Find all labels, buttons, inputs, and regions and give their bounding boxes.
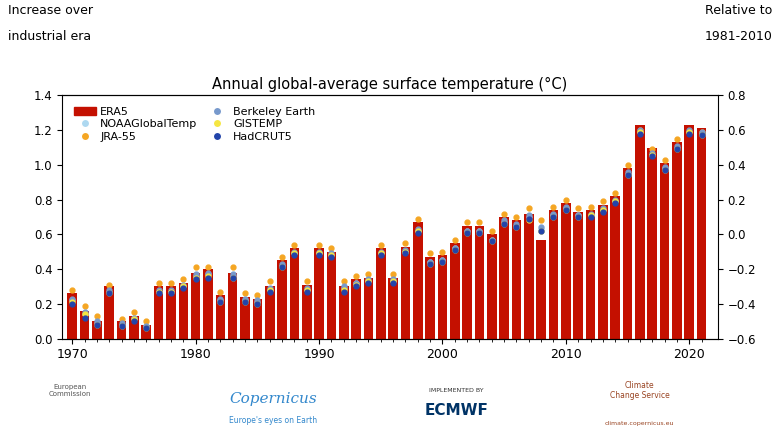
Bar [277, 260, 287, 339]
Bar [660, 163, 669, 339]
Bar [314, 248, 324, 339]
Text: climate.copernicus.eu: climate.copernicus.eu [604, 421, 675, 426]
Text: ECMWF: ECMWF [424, 403, 488, 418]
Legend: ERA5, NOAAGlobalTemp, JRA-55, Berkeley Earth, GISTEMP, HadCRUT5: ERA5, NOAAGlobalTemp, JRA-55, Berkeley E… [68, 101, 321, 148]
Bar [215, 295, 225, 339]
Bar [635, 125, 645, 339]
Title: Annual global-average surface temperature (°C): Annual global-average surface temperatur… [212, 76, 568, 92]
Bar [622, 168, 633, 339]
Bar [289, 248, 300, 339]
Text: Climate
Change Service: Climate Change Service [610, 381, 669, 400]
Bar [561, 203, 571, 339]
Bar [339, 286, 349, 339]
Bar [154, 286, 164, 339]
Bar [611, 196, 620, 339]
Bar [413, 222, 423, 339]
Bar [240, 297, 250, 339]
Bar [351, 279, 361, 339]
Bar [586, 210, 595, 339]
Bar [203, 269, 213, 339]
Bar [265, 286, 275, 339]
Bar [524, 214, 534, 339]
Bar [228, 273, 237, 339]
Bar [376, 248, 385, 339]
Bar [92, 321, 101, 339]
Text: IMPLEMENTED BY: IMPLEMENTED BY [429, 388, 484, 393]
Bar [450, 243, 459, 339]
Bar [475, 226, 484, 339]
Text: Relative to: Relative to [705, 4, 772, 17]
Bar [573, 212, 583, 339]
Bar [166, 286, 176, 339]
Bar [487, 234, 497, 339]
Bar [363, 278, 373, 339]
Bar [179, 283, 188, 339]
Bar [425, 257, 435, 339]
Bar [697, 128, 707, 339]
Bar [647, 148, 657, 339]
Bar [672, 142, 682, 339]
Bar [537, 240, 546, 339]
Bar [388, 278, 398, 339]
Text: Copernicus: Copernicus [229, 392, 317, 406]
Bar [401, 247, 410, 339]
Bar [598, 205, 608, 339]
Text: Increase over: Increase over [8, 4, 93, 17]
Bar [191, 273, 200, 339]
Bar [141, 325, 151, 339]
Bar [129, 316, 139, 339]
Bar [67, 293, 77, 339]
Bar [253, 299, 262, 339]
Bar [512, 220, 521, 339]
Text: Europe's eyes on Earth: Europe's eyes on Earth [229, 417, 317, 425]
Bar [438, 255, 447, 339]
Bar [80, 311, 90, 339]
Bar [302, 285, 311, 339]
Bar [105, 286, 114, 339]
Bar [463, 226, 472, 339]
Bar [548, 210, 558, 339]
Bar [327, 252, 336, 339]
Bar [117, 321, 126, 339]
Text: 1981-2010: 1981-2010 [704, 30, 772, 43]
Bar [684, 125, 694, 339]
Bar [499, 217, 509, 339]
Text: European
Commission: European Commission [49, 384, 91, 397]
Text: industrial era: industrial era [8, 30, 91, 43]
